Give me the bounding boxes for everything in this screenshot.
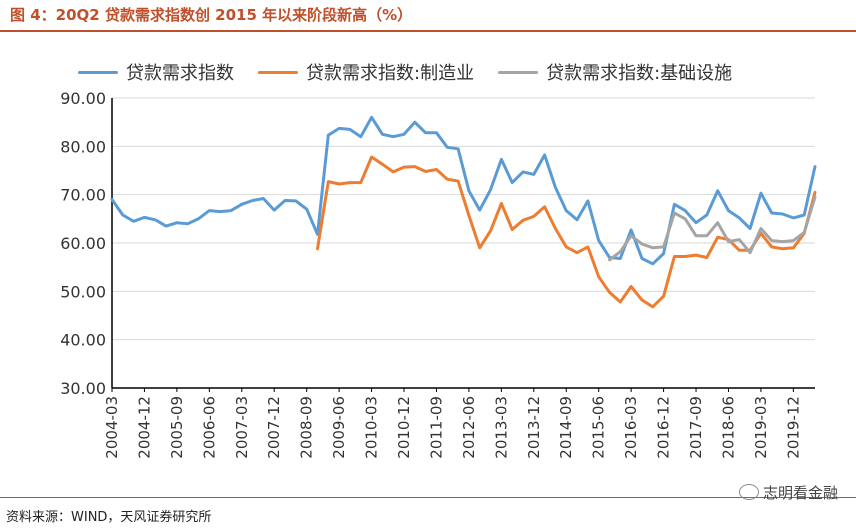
x-tick-label: 2013-03 (492, 396, 510, 459)
legend-label-infrastructure: 贷款需求指数:基础设施 (546, 63, 733, 84)
x-tick-label: 2012-06 (460, 396, 478, 459)
x-tick-label: 2004-03 (103, 396, 121, 459)
y-tick-label: 30.00 (60, 379, 106, 398)
x-tick-label: 2019-03 (752, 396, 770, 459)
x-tick-label: 2016-12 (655, 396, 673, 459)
x-tick-label: 2013-12 (525, 396, 543, 459)
legend-item-manufacturing: 贷款需求指数:制造业 (258, 60, 474, 84)
x-tick-label: 2017-09 (687, 396, 705, 459)
x-tick-label: 2015-06 (590, 396, 608, 459)
legend-item-infrastructure: 贷款需求指数:基础设施 (498, 60, 732, 84)
title-rule (0, 30, 856, 32)
y-tick-label: 90.00 (60, 89, 106, 108)
legend-item-loan-demand: 贷款需求指数 (78, 60, 234, 84)
source-note: 资料来源：WIND，天风证券研究所 (6, 510, 212, 525)
x-tick-label: 2019-12 (784, 396, 802, 459)
brand-name: 志明看金融 (762, 484, 838, 502)
chart-legend: 贷款需求指数 贷款需求指数:制造业 贷款需求指数:基础设施 (78, 60, 732, 84)
legend-label-loan-demand: 贷款需求指数 (126, 63, 234, 84)
x-tick-label: 2014-09 (557, 396, 575, 459)
series-line-1 (316, 155, 817, 309)
series-line-0 (110, 115, 817, 266)
x-tick-label: 2005-09 (168, 396, 186, 459)
x-tick-label: 2016-03 (622, 396, 640, 459)
x-tick-label: 2010-03 (363, 396, 381, 459)
x-tick-label: 2008-09 (298, 396, 316, 459)
x-tick-label: 2010-12 (395, 396, 413, 459)
brand-watermark: 志明看金融 (738, 482, 838, 503)
legend-swatch-loan-demand (78, 70, 118, 74)
x-tick-label: 2006-06 (200, 396, 218, 459)
series-line-2 (608, 195, 817, 262)
wechat-icon (738, 484, 759, 500)
x-tick-label: 2018-06 (719, 396, 737, 459)
legend-swatch-manufacturing (258, 70, 298, 74)
y-tick-label: 70.00 (60, 186, 106, 205)
x-tick-label: 2004-12 (135, 396, 153, 459)
x-tick-label: 2009-06 (330, 396, 348, 459)
legend-swatch-infrastructure (498, 70, 539, 74)
y-tick-label: 80.00 (60, 137, 106, 156)
y-tick-label: 60.00 (60, 234, 106, 253)
legend-label-manufacturing: 贷款需求指数:制造业 (306, 63, 475, 84)
figure-title: 图 4：20Q2 贷款需求指数创 2015 年以来阶段新高（%） (10, 6, 413, 24)
footer-rule (0, 497, 856, 498)
y-tick-label: 40.00 (60, 331, 106, 350)
x-tick-label: 2007-03 (233, 396, 251, 459)
y-tick-label: 50.00 (60, 282, 106, 301)
x-tick-label: 2007-12 (265, 396, 283, 459)
line-chart: 30.00 40.00 50.00 60.00 70.00 80.00 90.00 2004-… (60, 89, 817, 459)
x-tick-label: 2011-09 (427, 396, 445, 459)
